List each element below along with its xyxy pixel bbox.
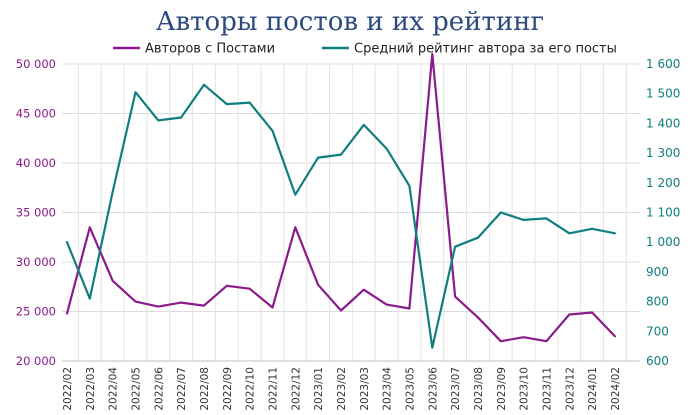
x-tick-label: 2022/11: [267, 367, 279, 411]
x-tick-label: 2023/05: [404, 367, 416, 411]
x-tick-label: 2023/08: [473, 367, 485, 411]
x-tick-label: 2022/05: [130, 367, 142, 411]
y-right-tick-label: 700: [646, 324, 669, 338]
y-right-tick-label: 1 200: [646, 176, 680, 190]
series-line: [65, 52, 617, 343]
y-left-tick-label: 50 000: [16, 57, 56, 71]
x-tick-label: 2022/10: [245, 367, 257, 411]
x-tick-label: 2023/01: [313, 367, 325, 411]
x-tick-label: 2023/03: [359, 367, 371, 411]
x-tick-label: 2023/07: [450, 367, 462, 411]
y-right-tick-label: 800: [646, 295, 669, 309]
legend-label: Авторов с Постами: [145, 42, 275, 57]
grid: [62, 63, 640, 362]
y-right-tick-label: 600: [646, 354, 669, 368]
y-left-tick-label: 20 000: [16, 354, 56, 368]
x-tick-label: 2023/02: [336, 367, 348, 411]
y-right-tick-label: 1 500: [646, 87, 680, 101]
legend-label: Средний рейтинг автора за его посты: [354, 42, 617, 57]
y-left-tick-label: 35 000: [16, 206, 56, 220]
x-tick-label: 2023/04: [382, 367, 394, 411]
series-line: [65, 83, 617, 349]
y-right-tick-label: 1 000: [646, 235, 680, 249]
x-tick-label: 2023/10: [519, 367, 531, 411]
x-tick-label: 2023/12: [564, 367, 576, 411]
y-right-axis: 600 700 800 900 1 000 1 100 1 200 1 300 1 400 1 5…: [646, 57, 680, 368]
x-tick-label: 2022/02: [62, 367, 74, 411]
x-tick-label: 2022/03: [85, 367, 97, 411]
x-tick-label: 2024/01: [587, 367, 599, 411]
y-right-tick-label: 900: [646, 265, 669, 279]
y-left-tick-label: 25 000: [16, 305, 56, 319]
y-left-axis: 20 000 25 000 30 000 35 000 40 000 45 000 50 0…: [16, 57, 56, 368]
x-tick-label: 2022/06: [153, 367, 165, 411]
x-tick-label: 2023/11: [541, 367, 553, 411]
y-left-tick-label: 30 000: [16, 255, 56, 269]
x-tick-label: 2023/09: [496, 367, 508, 411]
legend: Авторов с Постами Средний рейтинг автора …: [113, 42, 617, 57]
y-right-tick-label: 1 600: [646, 57, 680, 71]
x-tick-label: 2024/02: [610, 367, 622, 411]
y-left-tick-label: 45 000: [16, 107, 56, 121]
x-tick-label: 2022/12: [290, 367, 302, 411]
x-tick-label: 2022/07: [176, 367, 188, 411]
y-right-tick-label: 1 300: [646, 146, 680, 160]
x-axis: 2022/02 2022/03 2022/04 2022/05 2022/06 2022/…: [62, 367, 622, 411]
y-right-tick-label: 1 100: [646, 206, 680, 220]
x-tick-label: 2022/09: [222, 367, 234, 411]
series-group: [65, 52, 617, 349]
x-tick-label: 2022/08: [199, 367, 211, 411]
y-right-tick-label: 1 400: [646, 116, 680, 130]
x-tick-label: 2022/04: [108, 367, 120, 411]
x-tick-label: 2023/06: [427, 367, 439, 411]
y-left-tick-label: 40 000: [16, 156, 56, 170]
chart-title: Авторы постов и их рейтинг: [156, 7, 544, 37]
